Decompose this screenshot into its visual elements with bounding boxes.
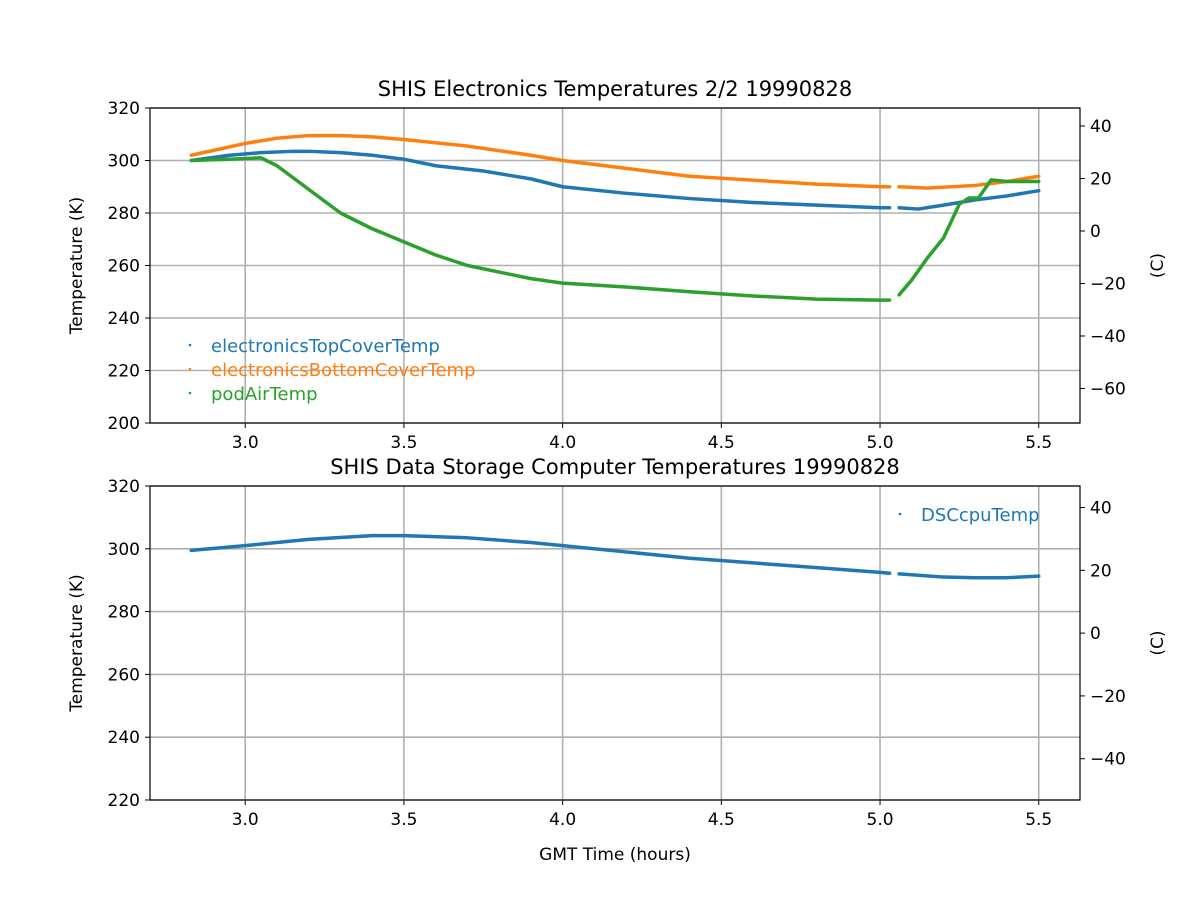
- y2-tick-label: 0: [1090, 222, 1101, 242]
- series-line-DSCcpuTemp: [189, 533, 892, 576]
- x-tick-label: 3.5: [390, 433, 417, 453]
- legend-label: podAirTemp: [211, 384, 318, 405]
- y2-tick-label: 40: [1090, 117, 1112, 137]
- y2-tick-label: −20: [1090, 687, 1126, 707]
- y-axis-label: Temperature (K): [67, 574, 87, 713]
- x-tick-label: 3.0: [232, 810, 259, 830]
- subplot-title: SHIS Data Storage Computer Temperatures …: [330, 455, 900, 479]
- legend-label: electronicsTopCoverTemp: [211, 336, 440, 357]
- y-tick-label: 320: [108, 99, 140, 119]
- x-tick-label: 5.0: [867, 433, 894, 453]
- subplot-title: SHIS Electronics Temperatures 2/2 199908…: [378, 77, 852, 101]
- legend-label: electronicsBottomCoverTemp: [211, 360, 476, 381]
- x-tick-label: 4.0: [549, 433, 576, 453]
- y-tick-label: 240: [108, 728, 140, 748]
- series-line-electronicsTopCoverTemp: [189, 149, 892, 210]
- x-tick-label: 4.0: [549, 810, 576, 830]
- y-tick-label: 220: [108, 362, 140, 382]
- series-line-podAirTemp: [897, 178, 1041, 297]
- x-tick-label: 4.5: [708, 810, 735, 830]
- y-tick-label: 240: [108, 309, 140, 329]
- subplot-1: 3.0 3.5 4.0 4.5 5.0 5.52002202402602803003204…: [67, 77, 1168, 453]
- y-tick-label: 320: [108, 477, 140, 497]
- y2-tick-label: 20: [1090, 169, 1112, 189]
- y2-tick-label: −60: [1090, 379, 1126, 399]
- y2-tick-label: 20: [1090, 561, 1112, 581]
- y2-tick-label: 0: [1090, 624, 1101, 644]
- y-tick-label: 220: [108, 791, 140, 811]
- x-tick-label: 5.5: [1025, 433, 1052, 453]
- x-tick-label: 5.5: [1025, 810, 1052, 830]
- y-tick-label: 260: [108, 257, 140, 277]
- axes-frame: [149, 107, 1081, 424]
- legend: electronicsTopCoverTemp electronicsBottom…: [188, 336, 476, 405]
- legend: DSCcpuTemp: [898, 505, 1040, 526]
- y2-tick-label: 40: [1090, 499, 1112, 519]
- legend-label: DSCcpuTemp: [921, 505, 1040, 526]
- y-tick-label: 280: [108, 204, 140, 224]
- x-axis-label: GMT Time (hours): [539, 845, 691, 865]
- series-line-DSCcpuTemp: [897, 572, 1041, 580]
- legend-marker: [188, 391, 192, 395]
- series-line-electronicsBottomCoverTemp: [189, 133, 892, 189]
- legend-marker: [898, 512, 902, 516]
- y2-tick-label: −40: [1090, 750, 1126, 770]
- y2-tick-label: −20: [1090, 274, 1126, 294]
- y-tick-label: 280: [108, 603, 140, 623]
- y2-axis-label: (C): [1148, 253, 1168, 278]
- y-tick-label: 200: [108, 414, 140, 434]
- x-tick-label: 3.5: [390, 810, 417, 830]
- x-tick-label: 5.0: [867, 810, 894, 830]
- axes-frame: [149, 485, 1081, 801]
- x-tick-label: 4.5: [708, 433, 735, 453]
- subplot-2: 3.0 3.5 4.0 4.5 5.0 5.5 220 240 260 280 300 320 40 20…: [67, 455, 1168, 865]
- y-axis-label: Temperature (K): [67, 197, 87, 336]
- legend-marker: [188, 367, 192, 371]
- y-tick-label: 300: [108, 540, 140, 560]
- y2-axis-label: (C): [1148, 630, 1168, 655]
- y-tick-label: 300: [108, 152, 140, 172]
- series-line-podAirTemp: [189, 156, 892, 302]
- legend-marker: [188, 343, 192, 347]
- y-tick-label: 260: [108, 665, 140, 685]
- y2-tick-label: −40: [1090, 327, 1126, 347]
- x-tick-label: 3.0: [232, 433, 259, 453]
